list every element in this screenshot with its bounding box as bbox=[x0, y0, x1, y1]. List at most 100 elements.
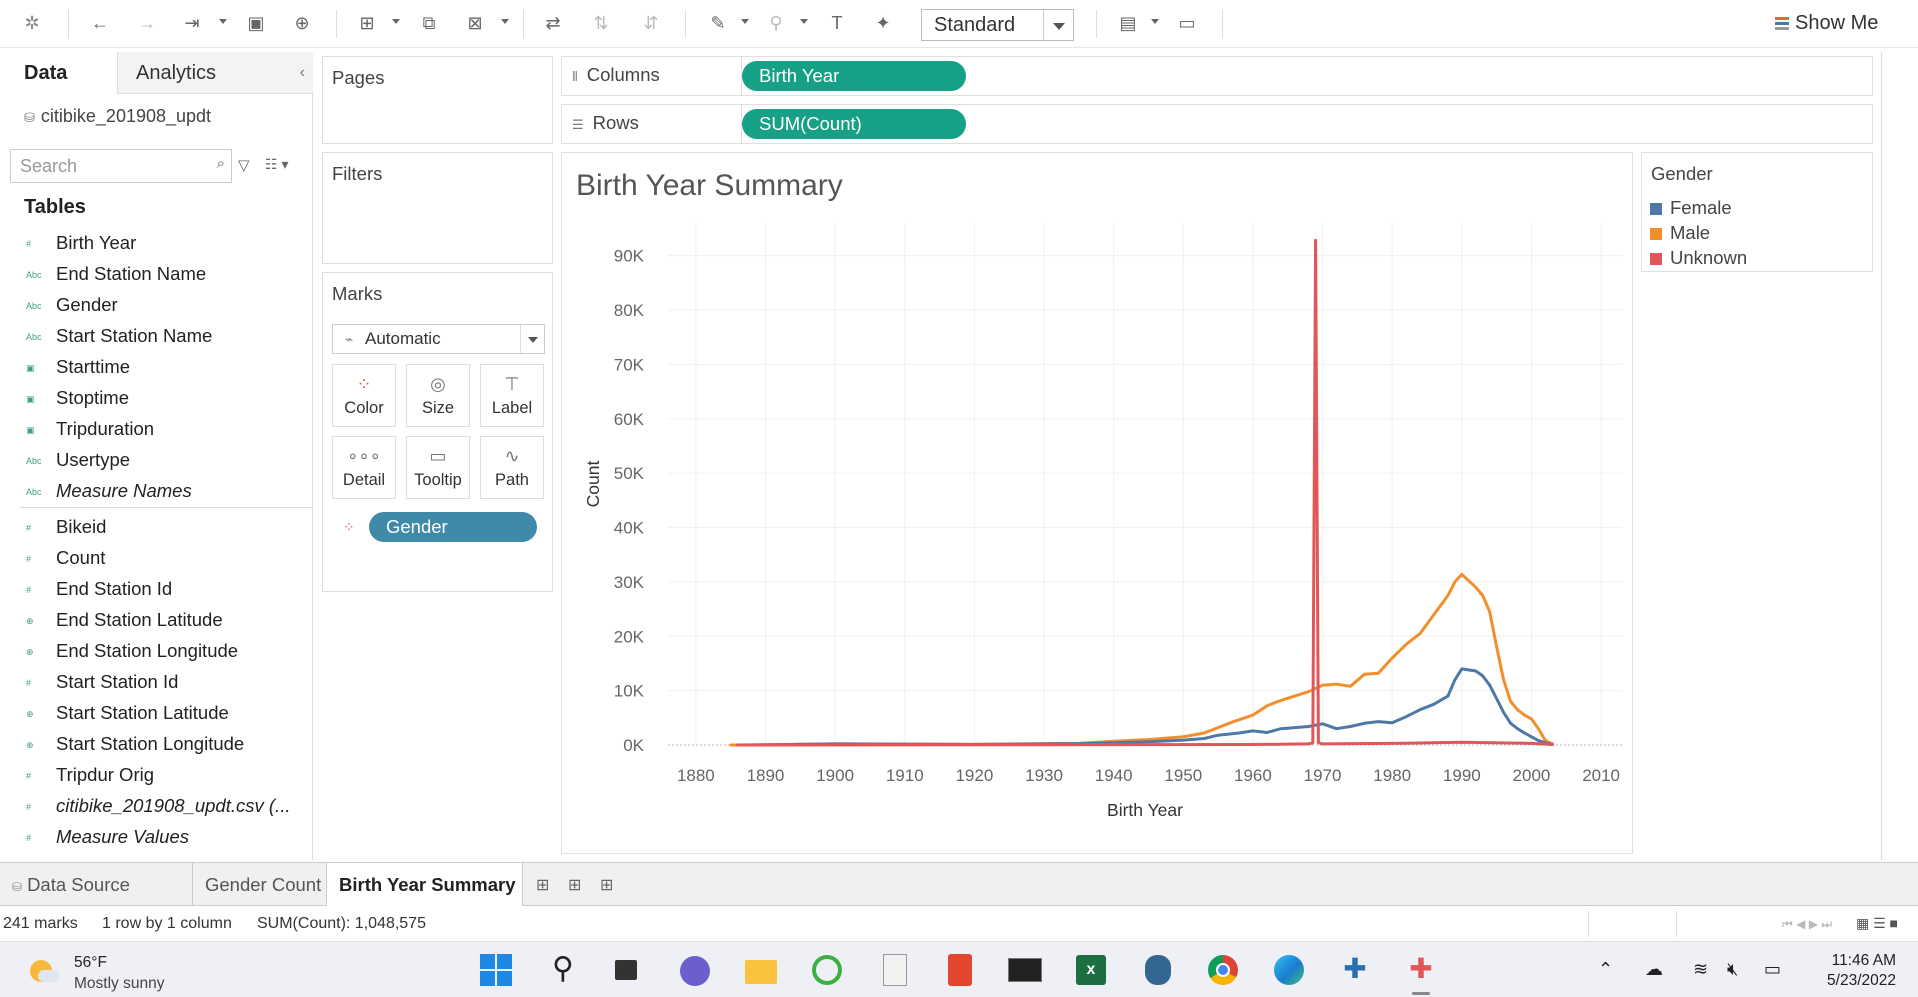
view-options-icon[interactable]: ☷ ▾ bbox=[265, 156, 289, 172]
start-icon[interactable] bbox=[478, 952, 514, 988]
field-item[interactable]: # Birth Year bbox=[26, 232, 136, 260]
duplicate-sheet-icon[interactable]: ⧉ bbox=[422, 13, 436, 33]
redo-icon[interactable]: → bbox=[138, 13, 156, 33]
field-item[interactable]: ⊕ End Station Latitude bbox=[26, 609, 223, 637]
tab-birth-year-summary[interactable]: Birth Year Summary bbox=[327, 863, 523, 906]
show-cards-dropdown-icon[interactable] bbox=[1151, 19, 1159, 24]
field-item[interactable]: Abc End Station Name bbox=[26, 263, 206, 291]
app-circle-icon[interactable] bbox=[809, 952, 845, 988]
postgres-icon[interactable] bbox=[1139, 952, 1175, 988]
color-button[interactable]: ⁘ Color bbox=[332, 364, 396, 427]
show-labels-icon[interactable]: T bbox=[831, 13, 843, 33]
filter-icon[interactable]: ▽ bbox=[238, 157, 250, 174]
field-item[interactable]: # Tripdur Orig bbox=[26, 764, 154, 792]
sum-count-pill[interactable]: SUM(Count) bbox=[742, 109, 966, 139]
clear-sheet-icon[interactable]: ⊠ bbox=[467, 13, 483, 33]
field-item[interactable]: ▣ Stoptime bbox=[26, 387, 129, 415]
pages-card[interactable]: Pages bbox=[322, 56, 553, 144]
terminal-icon[interactable] bbox=[1006, 952, 1042, 988]
new-dashboard-icon[interactable]: ⊞ bbox=[568, 877, 582, 894]
highlight-icon[interactable]: ✎ bbox=[710, 13, 726, 33]
tab-data-source[interactable]: ⛁ Data Source bbox=[0, 863, 193, 906]
sheet-nav-icon[interactable]: ⏮ ◀ ▶ ⏭ bbox=[1782, 917, 1833, 931]
legend-item-unknown[interactable]: Unknown bbox=[1650, 247, 1747, 269]
task-view-icon[interactable] bbox=[609, 952, 645, 988]
size-button[interactable]: ◎ Size bbox=[406, 364, 470, 427]
field-item[interactable]: # citibike_201908_updt.csv (... bbox=[26, 795, 290, 823]
datasource-name[interactable]: ⛁ citibike_201908_updt bbox=[24, 106, 211, 127]
volume-muted-icon[interactable]: 🔇︎ bbox=[1727, 959, 1739, 979]
tooltip-button[interactable]: ▭ Tooltip bbox=[406, 436, 470, 499]
presentation-mode-icon[interactable]: ▭ bbox=[1178, 13, 1196, 33]
wifi-icon[interactable]: ≋ bbox=[1693, 959, 1709, 979]
edge-icon[interactable] bbox=[1271, 952, 1307, 988]
office-icon[interactable] bbox=[942, 952, 978, 988]
tableau-logo-icon[interactable]: ✲ bbox=[24, 13, 40, 33]
field-item[interactable]: # Measure Values bbox=[26, 826, 189, 854]
line-chart[interactable]: 0K 10K 20K 30K 40K 50K 60K 70K 80K 90K 1880 1890 190… bbox=[562, 153, 1634, 855]
python-file-icon[interactable] bbox=[876, 952, 912, 988]
tableau-workbook-icon[interactable]: ✚ bbox=[1409, 953, 1433, 984]
weather-icon[interactable] bbox=[30, 960, 60, 984]
new-worksheet-dropdown-icon[interactable] bbox=[392, 19, 400, 24]
clear-sheet-dropdown-icon[interactable] bbox=[501, 19, 509, 24]
field-item[interactable]: ▣ Starttime bbox=[26, 356, 130, 384]
replay-dropdown-icon[interactable] bbox=[219, 19, 227, 24]
tab-analytics[interactable]: Analytics ‹ bbox=[117, 52, 313, 94]
highlight-dropdown-icon[interactable] bbox=[741, 19, 749, 24]
chevron-down-icon[interactable] bbox=[1043, 10, 1073, 40]
swap-rows-columns-icon[interactable]: ⇄ bbox=[545, 13, 561, 33]
search-input[interactable]: Search ⌕ bbox=[10, 149, 232, 183]
gender-color-pill[interactable]: Gender bbox=[369, 512, 537, 542]
field-item[interactable]: # End Station Id bbox=[26, 578, 172, 606]
onedrive-icon[interactable]: ☁ bbox=[1645, 959, 1663, 979]
field-item[interactable]: # Count bbox=[26, 547, 105, 575]
field-item[interactable]: Abc Measure Names bbox=[26, 480, 192, 508]
show-me-button[interactable]: Show Me bbox=[1775, 12, 1878, 35]
tab-gender-count[interactable]: Gender Count bbox=[193, 863, 327, 906]
field-item[interactable]: Abc Start Station Name bbox=[26, 325, 212, 353]
new-worksheet-icon[interactable]: ⊞ bbox=[536, 877, 550, 894]
tab-data[interactable]: Data bbox=[24, 62, 68, 84]
fit-select[interactable]: Standard bbox=[921, 9, 1074, 41]
undo-icon[interactable]: ← bbox=[91, 13, 109, 33]
excel-icon[interactable]: x bbox=[1072, 952, 1108, 988]
field-item[interactable]: # Start Station Id bbox=[26, 671, 178, 699]
field-item[interactable]: Abc Usertype bbox=[26, 449, 130, 477]
taskbar-search-icon[interactable]: ⚲ bbox=[552, 952, 574, 985]
save-icon[interactable]: ▣ bbox=[247, 13, 265, 33]
replay-icon[interactable]: ⇥ bbox=[184, 13, 200, 33]
detail-button[interactable]: ∘∘∘ Detail bbox=[332, 436, 396, 499]
label-button[interactable]: ⊤ Label bbox=[480, 364, 544, 427]
viz-area[interactable]: Birth Year Summary 0K 10K 20K 30K 40K 50K 60K 7… bbox=[561, 152, 1633, 854]
sort-descending-icon[interactable]: ⇵ bbox=[643, 13, 659, 33]
new-worksheet-icon[interactable]: ⊞ bbox=[359, 13, 375, 33]
battery-icon[interactable]: ▭ bbox=[1764, 959, 1782, 979]
fix-axes-icon[interactable]: ✦ bbox=[875, 13, 891, 33]
field-item[interactable]: ⊕ End Station Longitude bbox=[26, 640, 238, 668]
sheet-sorter-icon[interactable]: ▦ ☰ ■ bbox=[1856, 915, 1899, 931]
group-dropdown-icon[interactable] bbox=[800, 19, 808, 24]
show-cards-icon[interactable]: ▤ bbox=[1119, 13, 1137, 33]
chevron-down-icon[interactable] bbox=[520, 325, 544, 353]
legend-item-female[interactable]: Female bbox=[1650, 197, 1732, 219]
sort-ascending-icon[interactable]: ⇅ bbox=[593, 13, 609, 33]
right-scrollbar[interactable] bbox=[1881, 52, 1918, 860]
new-story-icon[interactable]: ⊞ bbox=[600, 877, 614, 894]
new-datasource-icon[interactable]: ⊕ bbox=[294, 13, 310, 33]
filters-card[interactable]: Filters bbox=[322, 152, 553, 264]
clock[interactable]: 11:46 AM 5/23/2022 bbox=[1827, 951, 1896, 991]
tray-overflow-icon[interactable]: ⌃ bbox=[1598, 959, 1614, 979]
chevron-left-icon[interactable]: ‹ bbox=[299, 64, 305, 81]
file-explorer-icon[interactable] bbox=[743, 952, 779, 988]
field-item[interactable]: Abc Gender bbox=[26, 294, 118, 322]
teams-icon[interactable] bbox=[676, 952, 712, 988]
chrome-icon[interactable] bbox=[1205, 952, 1241, 988]
group-members-icon[interactable]: ⚲ bbox=[769, 13, 783, 33]
field-item[interactable]: ⊕ Start Station Latitude bbox=[26, 702, 229, 730]
mark-type-select[interactable]: ⌁ Automatic bbox=[332, 324, 545, 354]
field-item[interactable]: # Bikeid bbox=[26, 516, 106, 544]
field-item[interactable]: ⊕ Start Station Longitude bbox=[26, 733, 244, 761]
legend-item-male[interactable]: Male bbox=[1650, 222, 1710, 244]
field-item[interactable]: ▣ Tripduration bbox=[26, 418, 154, 446]
